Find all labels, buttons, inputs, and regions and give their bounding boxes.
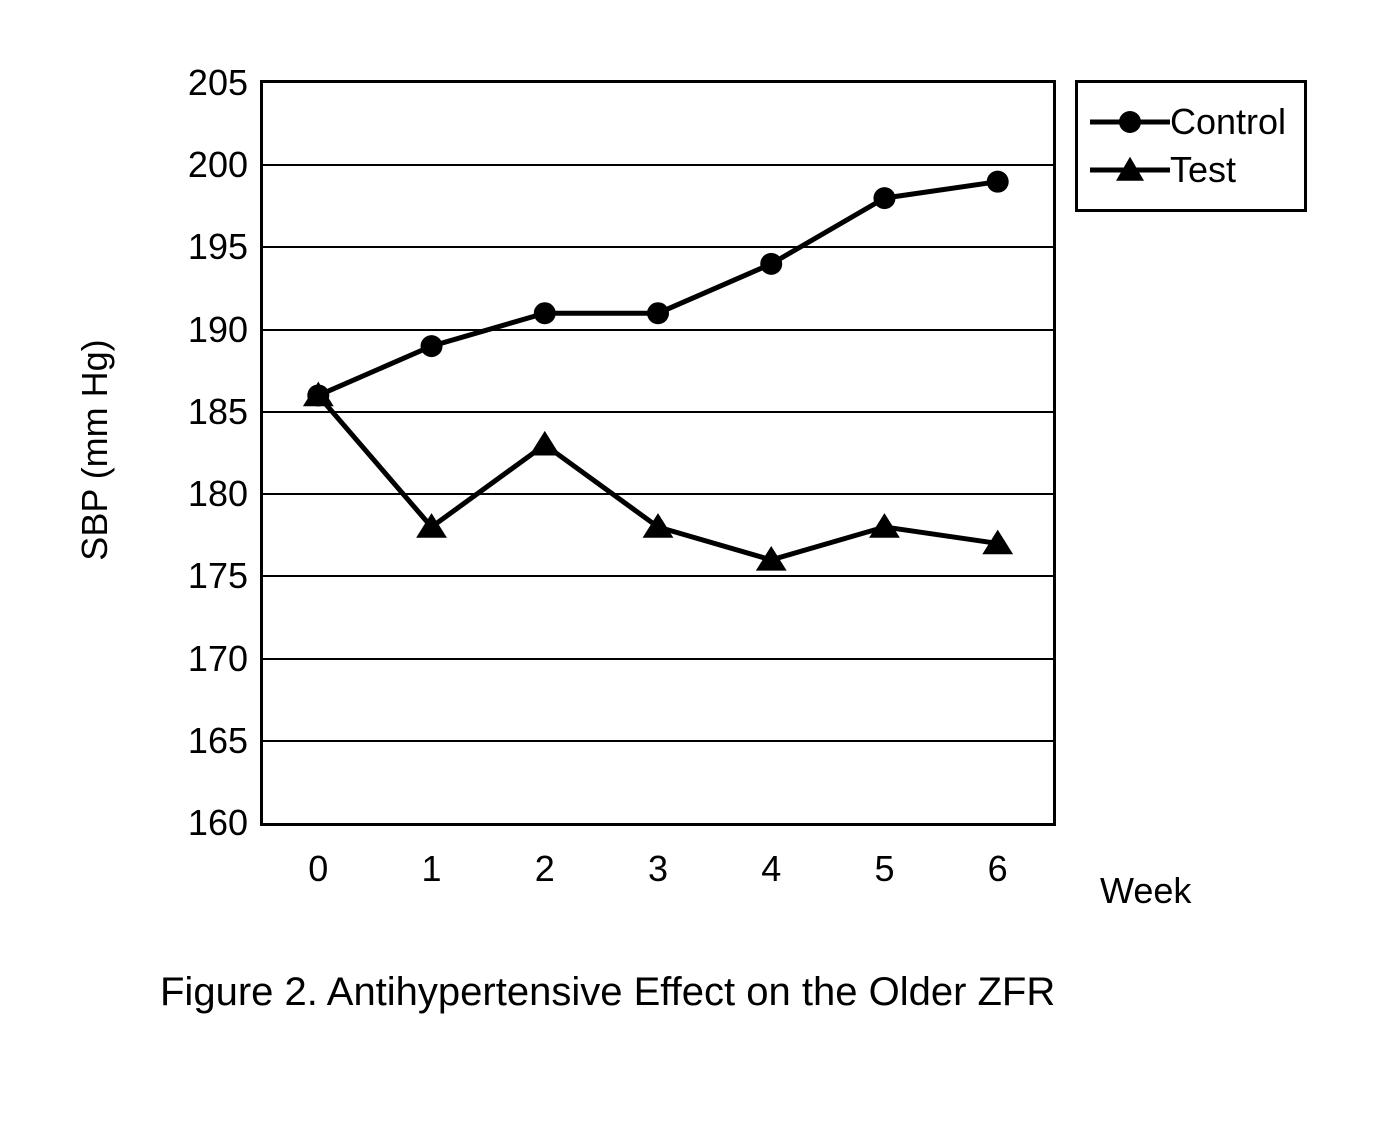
circle-icon [1119, 111, 1141, 133]
legend-label: Control [1170, 101, 1286, 143]
marker-circle [987, 171, 1009, 193]
marker-circle [647, 302, 669, 324]
ytick-label: 185 [188, 391, 248, 433]
ytick-label: 160 [188, 802, 248, 844]
xtick-label: 3 [648, 848, 668, 890]
ytick-label: 205 [188, 62, 248, 104]
ytick-label: 165 [188, 720, 248, 762]
legend-swatch [1090, 155, 1170, 185]
xtick-label: 1 [422, 848, 442, 890]
marker-circle [760, 253, 782, 275]
xtick-label: 6 [988, 848, 1008, 890]
legend: Control Test [1075, 80, 1307, 212]
chart-caption: Figure 2. Antihypertensive Effect on the… [160, 970, 1055, 1015]
series-layer [263, 83, 1053, 823]
legend-item: Test [1090, 149, 1286, 191]
gridline [263, 658, 1053, 660]
gridline [263, 164, 1053, 166]
xtick-label: 0 [308, 848, 328, 890]
gridline [263, 493, 1053, 495]
ytick-label: 195 [188, 226, 248, 268]
plot-area: 1601651701751801851901952002050123456 [260, 80, 1056, 826]
ytick-label: 190 [188, 309, 248, 351]
ytick-label: 180 [188, 473, 248, 515]
legend-item: Control [1090, 101, 1286, 143]
gridline [263, 575, 1053, 577]
marker-circle [534, 302, 556, 324]
marker-circle [873, 187, 895, 209]
marker-circle [421, 335, 443, 357]
gridline [263, 740, 1053, 742]
legend-swatch [1090, 107, 1170, 137]
gridline [263, 411, 1053, 413]
chart-container: SBP (mm Hg) Week Figure 2. Antihypertens… [40, 40, 1340, 1100]
gridline [263, 246, 1053, 248]
xtick-label: 4 [761, 848, 781, 890]
gridline [263, 329, 1053, 331]
triangle-icon [1116, 157, 1144, 181]
legend-label: Test [1170, 149, 1236, 191]
marker-triangle [869, 513, 900, 538]
y-axis-label: SBP (mm Hg) [74, 339, 116, 560]
ytick-label: 170 [188, 638, 248, 680]
xtick-label: 5 [874, 848, 894, 890]
marker-triangle [529, 431, 560, 456]
ytick-label: 175 [188, 555, 248, 597]
x-axis-label: Week [1100, 870, 1191, 912]
ytick-label: 200 [188, 144, 248, 186]
series-line-control [318, 182, 997, 396]
xtick-label: 2 [535, 848, 555, 890]
